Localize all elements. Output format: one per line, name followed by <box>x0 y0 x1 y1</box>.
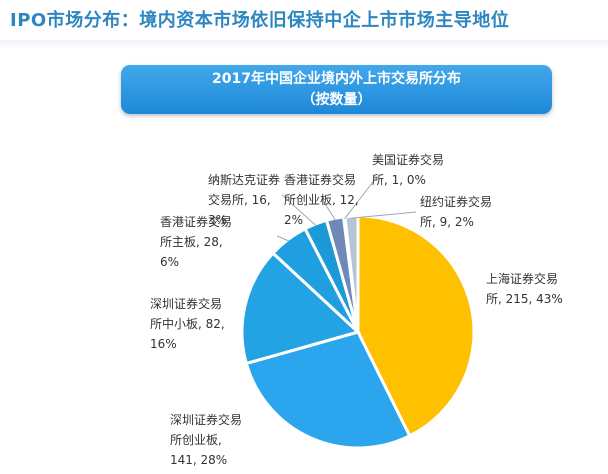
slice-label: 深圳证券交易所创业板, 141, 28% <box>170 412 242 467</box>
slice-label: 美国证券交易所, 1, 0% <box>372 152 444 187</box>
pie-slices <box>240 214 476 450</box>
pie-slice <box>244 330 412 450</box>
slice-label-line: 2% <box>284 213 303 227</box>
slice-label-line: 所主板, 28, <box>160 235 223 249</box>
slice-label-line: 141, 28% <box>170 453 227 467</box>
slice-label-line: 所创业板, <box>170 433 222 447</box>
leader-line <box>281 194 317 227</box>
slice-label-line: 16% <box>150 337 177 351</box>
slice-label-line: 交易所, 16, <box>208 192 271 207</box>
slice-label-line: 香港证券交易 <box>284 172 356 187</box>
chart-title-banner: 2017年中国企业境内外上市交易所分布 （按数量） <box>121 65 552 114</box>
header-divider <box>0 40 608 50</box>
pie-slice <box>240 250 361 366</box>
leader-lines <box>276 177 417 242</box>
page-title: IPO市场分布：境内资本市场依旧保持中企上市市场主导地位 <box>10 10 510 31</box>
leader-line <box>351 211 417 219</box>
slice-label: 香港证券交易所主板, 28, 6% <box>160 214 232 269</box>
slice-label-line: 深圳证券交易 <box>170 412 242 427</box>
chart-title: 2017年中国企业境内外上市交易所分布 <box>212 71 461 87</box>
slice-label-line: 纳斯达克证券 <box>208 172 280 187</box>
slice-label-line: 所, 215, 43% <box>486 292 563 306</box>
slice-label: 香港证券交易所创业板, 12, 2% <box>284 172 359 227</box>
slice-label: 深圳证券交易所中小板, 82, 16% <box>150 296 225 351</box>
slice-label-line: 香港证券交易 <box>160 214 232 229</box>
leader-line <box>276 235 290 242</box>
slice-label: 上海证券交易所, 215, 43% <box>486 271 563 306</box>
slice-label-line: 所创业板, 12, <box>284 193 359 207</box>
slice-label: 纽约证券交易所, 9, 2% <box>420 194 492 229</box>
slice-label-line: 深圳证券交易 <box>150 296 222 311</box>
pie-slice <box>356 214 476 438</box>
pie-slice <box>343 214 360 333</box>
slice-label-line: 3% <box>208 213 227 227</box>
slice-label-line: 所, 1, 0% <box>372 173 426 187</box>
slice-label-line: 6% <box>160 255 179 269</box>
chart-subtitle: （按数量） <box>301 92 372 108</box>
slice-label-line: 所, 9, 2% <box>420 215 474 229</box>
slice-label-line: 美国证券交易 <box>372 152 444 167</box>
slice-labels: 上海证券交易所, 215, 43%深圳证券交易所创业板, 141, 28%深圳证券… <box>150 152 563 467</box>
slice-label: 纳斯达克证券交易所, 16, 3% <box>208 172 280 227</box>
slice-label-line: 上海证券交易 <box>486 271 558 286</box>
slice-label-line: 所中小板, 82, <box>150 316 225 331</box>
leader-line <box>344 177 377 220</box>
slice-label-line: 纽约证券交易 <box>420 194 492 209</box>
leader-line <box>321 198 336 221</box>
